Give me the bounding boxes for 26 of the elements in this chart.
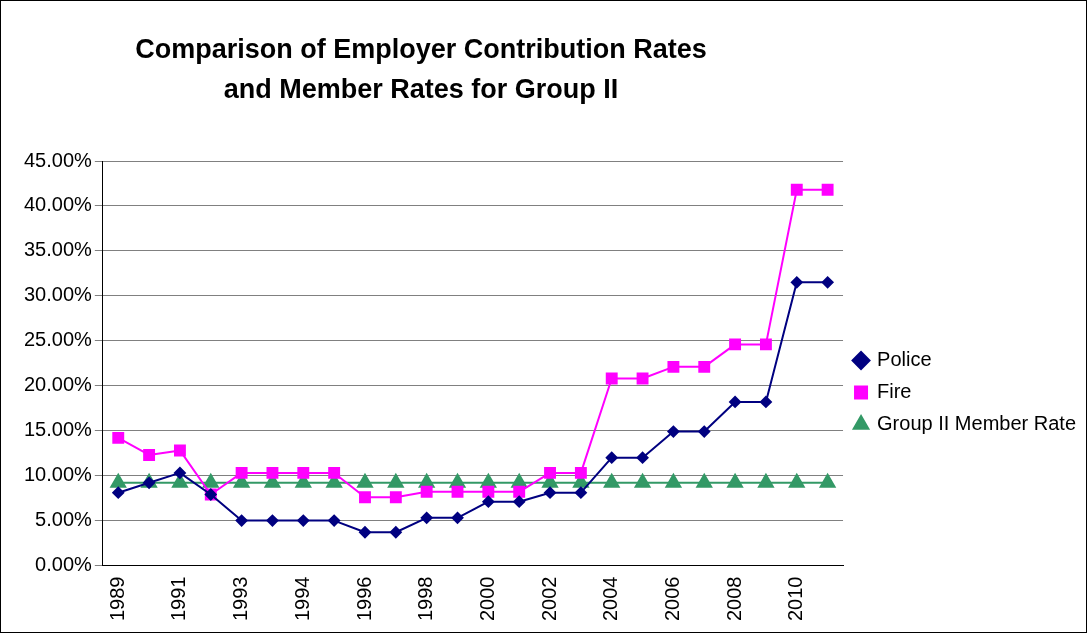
y-tick-label: 30.00% — [23, 283, 93, 306]
x-tick-label: 2010 — [784, 576, 807, 622]
y-tick-label: 35.00% — [23, 238, 93, 261]
x-tick-label: 2004 — [599, 576, 622, 622]
x-tick-label: 2006 — [660, 576, 683, 622]
y-tick-label: 45.00% — [23, 148, 93, 171]
legend-label: Police — [877, 348, 932, 371]
y-tick-label: 20.00% — [23, 373, 93, 396]
y-tick-label: 25.00% — [23, 328, 93, 351]
x-tick-label: 2002 — [537, 576, 560, 622]
x-tick-label: 2008 — [722, 576, 745, 622]
chart-title: Comparison of Employer Contribution Rates and Member Rates for Group II — [134, 33, 708, 106]
x-tick-label: 1993 — [229, 576, 252, 622]
x-tick-label: 1996 — [352, 576, 375, 622]
legend-label: Group II Member Rate — [877, 412, 1076, 435]
y-tick-label: 10.00% — [23, 463, 93, 486]
y-tick-label: 0.00% — [35, 553, 93, 576]
x-tick-label: 1998 — [414, 576, 437, 622]
y-tick-label: 40.00% — [23, 193, 93, 216]
x-tick-label: 1991 — [167, 576, 190, 622]
x-tick-label: 1989 — [105, 576, 128, 622]
y-tick-label: 15.00% — [23, 418, 93, 441]
x-tick-label: 1994 — [290, 576, 313, 622]
y-tick-label: 5.00% — [35, 508, 93, 531]
legend-label: Fire — [877, 380, 912, 403]
x-tick-label: 2000 — [475, 576, 498, 622]
